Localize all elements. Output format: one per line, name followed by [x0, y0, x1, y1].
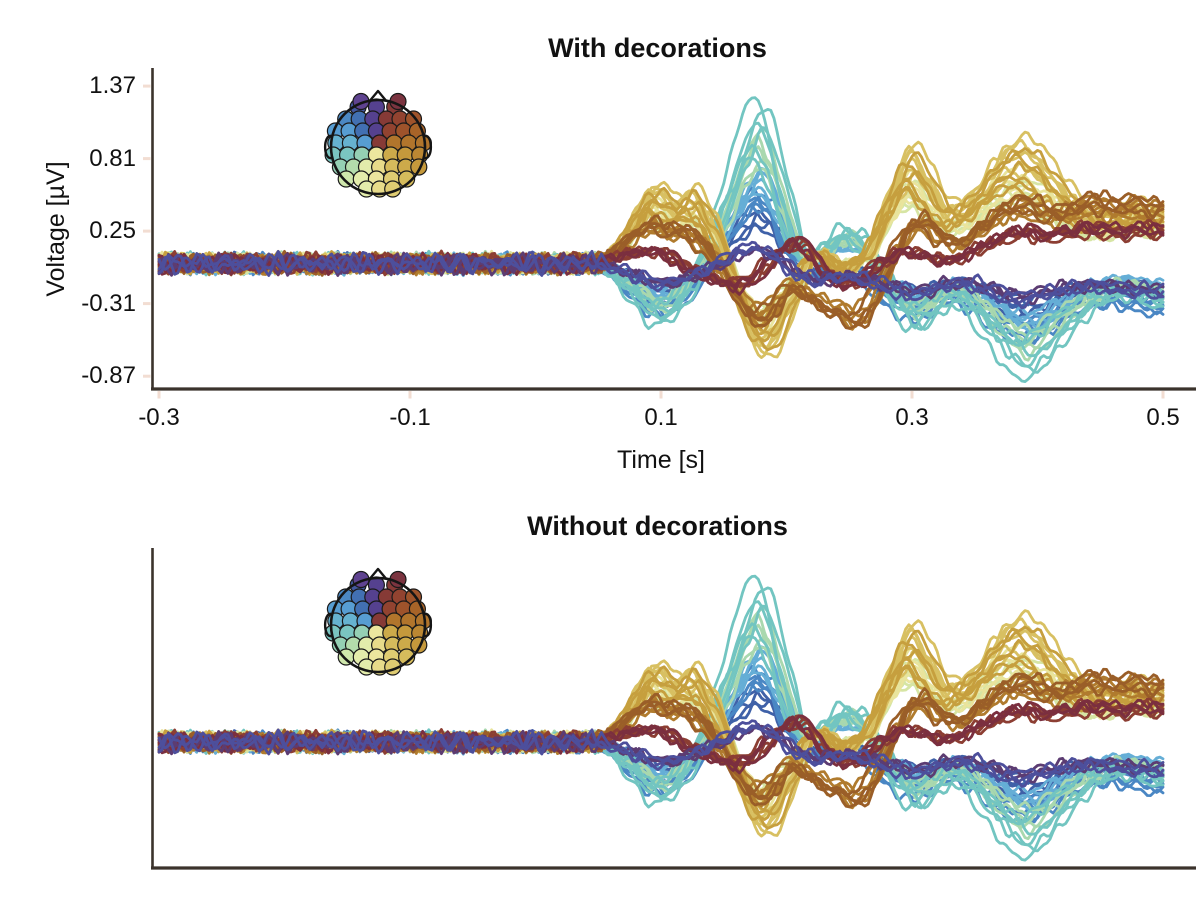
x-tick-label-4: 0.3 — [895, 404, 929, 431]
x-tick-label-3: 0.1 — [644, 404, 678, 431]
x-tick-label-2: -0.1 — [389, 404, 431, 431]
y-tick-label-1: 1.37 — [89, 72, 136, 99]
x-tick-label-5: 0.5 — [1146, 404, 1180, 431]
panel1-title: With decorations — [548, 33, 767, 63]
y-tick-label-2: 0.81 — [89, 145, 136, 172]
y-tick-label-4: -0.31 — [81, 290, 136, 317]
y-tick-label-3: 0.25 — [89, 217, 136, 244]
x-tick-label-1: -0.3 — [138, 404, 180, 431]
panel2-title: Without decorations — [527, 511, 788, 541]
x-axis-label: Time [s] — [617, 446, 705, 474]
y-tick-label-5: -0.87 — [81, 362, 136, 389]
